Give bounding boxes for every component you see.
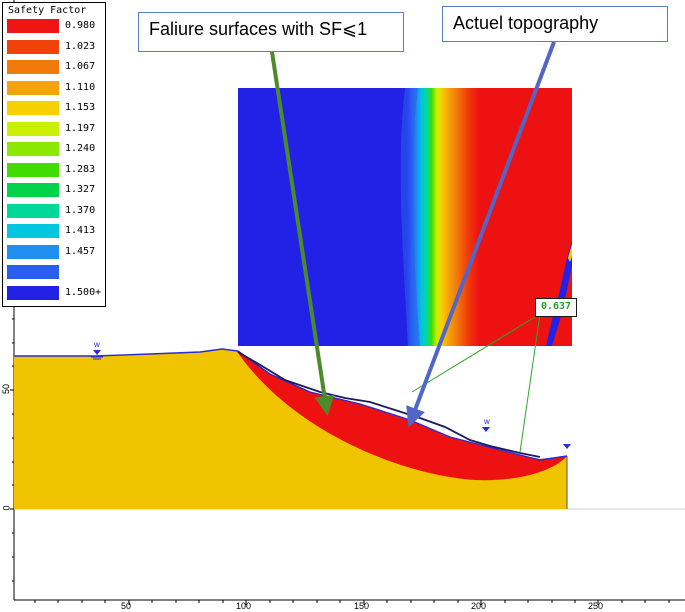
y-tick-label: 0 (1, 505, 12, 511)
legend-value: 1.023 (65, 40, 96, 52)
legend-swatch (7, 265, 59, 279)
legend-row: 1.327 (7, 183, 105, 197)
legend-value: 0.980 (65, 20, 96, 31)
x-tick-label: 200 (471, 601, 487, 611)
legend-value: 1.500+ (65, 286, 102, 298)
water-table-line (237, 351, 541, 458)
water-marker-label: w (94, 340, 100, 349)
legend-value: 1.110 (65, 81, 96, 93)
safety-factor-legend: Safety Factor 0.980 1.023 1.067 1.110 1.153 1… (2, 2, 106, 307)
legend-value: 1.457 (65, 245, 96, 257)
legend-swatch (7, 19, 59, 33)
legend-row: 1.240 (7, 142, 105, 156)
legend-swatch (7, 203, 59, 218)
legend-value: 1.153 (65, 102, 96, 113)
failure-callout: Faliure surfaces with SF⩽1 (138, 12, 404, 52)
legend-swatch (7, 80, 59, 95)
x-tick-label: 150 (354, 601, 370, 611)
x-axis-ticks (34, 600, 670, 605)
legend-value: 1.370 (65, 204, 96, 216)
legend-value: 1.283 (65, 163, 96, 175)
legend-row: 0.980 (7, 19, 105, 33)
topography-callout: Actuel topography (442, 6, 668, 42)
legend-swatch (7, 285, 59, 300)
sf-contour-wave (400, 88, 420, 346)
legend-swatch (7, 121, 59, 136)
legend-swatch (7, 224, 59, 238)
legend-row: 1.197 (7, 121, 105, 136)
legend-value: 1.413 (65, 225, 96, 236)
legend-row: 1.067 (7, 60, 105, 74)
failure-arrow (270, 51, 335, 416)
legend-value: 1.240 (65, 143, 96, 154)
legend-value: 1.197 (65, 122, 96, 134)
legend-row: 1.023 (7, 39, 105, 54)
y-tick-label: 50 (1, 383, 12, 395)
ground-surface (14, 348, 568, 461)
x-tick-label: 100 (236, 601, 252, 611)
x-tick-label: 50 (121, 601, 132, 611)
water-marker-left (91, 350, 103, 360)
critical-sf-label: 0.637 (535, 298, 577, 317)
legend-row (7, 265, 105, 279)
legend-value: 1.067 (65, 61, 96, 72)
edge-marker (563, 444, 571, 449)
water-marker-right (482, 427, 490, 432)
legend-row: 1.500+ (7, 285, 105, 300)
legend-row: 1.413 (7, 224, 105, 238)
failure-zone (236, 350, 567, 481)
water-marker-label: w (484, 417, 490, 426)
legend-row: 1.153 (7, 101, 105, 115)
legend-row: 1.457 (7, 244, 105, 259)
x-tick-label: 250 (588, 601, 604, 611)
legend-value: 1.327 (65, 184, 96, 195)
legend-row: 1.370 (7, 203, 105, 218)
critical-surface-leaders (411, 313, 541, 453)
legend-swatch (7, 39, 59, 54)
legend-swatch (7, 142, 59, 156)
topography-arrow (406, 41, 556, 428)
legend-swatch (7, 244, 59, 259)
sf-edge-band (546, 240, 572, 346)
legend-swatch (7, 183, 59, 197)
legend-swatch (7, 162, 59, 177)
legend-row: 1.110 (7, 80, 105, 95)
legend-title: Safety Factor (8, 5, 87, 16)
legend-row: 1.283 (7, 162, 105, 177)
legend-swatch (7, 101, 59, 115)
legend-swatch (7, 60, 59, 74)
